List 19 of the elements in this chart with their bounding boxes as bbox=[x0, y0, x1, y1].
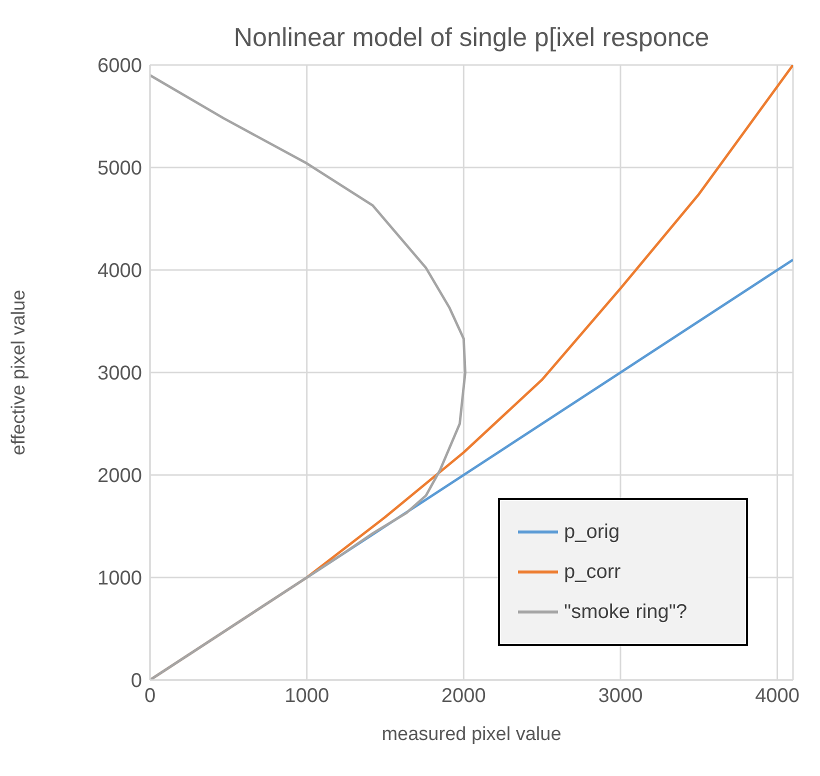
y-axis-title: effective pixel value bbox=[8, 290, 30, 456]
legend-label: p_corr bbox=[564, 560, 621, 585]
x-tick-label: 1000 bbox=[284, 685, 330, 708]
y-tick-label: 4000 bbox=[98, 260, 142, 282]
y-tick-label: 0 bbox=[130, 670, 142, 692]
y-tick-label: 3000 bbox=[98, 362, 142, 385]
x-tick-label: 3000 bbox=[598, 685, 643, 708]
chart-title: Nonlinear model of single p[ixel responce bbox=[232, 22, 710, 53]
legend-label: p_orig bbox=[564, 520, 620, 545]
x-tick-label: 2000 bbox=[441, 685, 486, 708]
y-tick-label: 2000 bbox=[98, 465, 142, 488]
x-tick-label: 0 bbox=[144, 685, 156, 708]
legend-label: "smoke ring"? bbox=[564, 600, 688, 625]
y-tick-label: 1000 bbox=[98, 568, 142, 590]
y-tick-label: 6000 bbox=[98, 55, 142, 78]
line-series bbox=[150, 74, 466, 680]
y-tick-label: 5000 bbox=[98, 158, 142, 180]
x-axis-title: measured pixel value bbox=[382, 724, 562, 745]
x-tick-label: 4000 bbox=[755, 685, 800, 708]
